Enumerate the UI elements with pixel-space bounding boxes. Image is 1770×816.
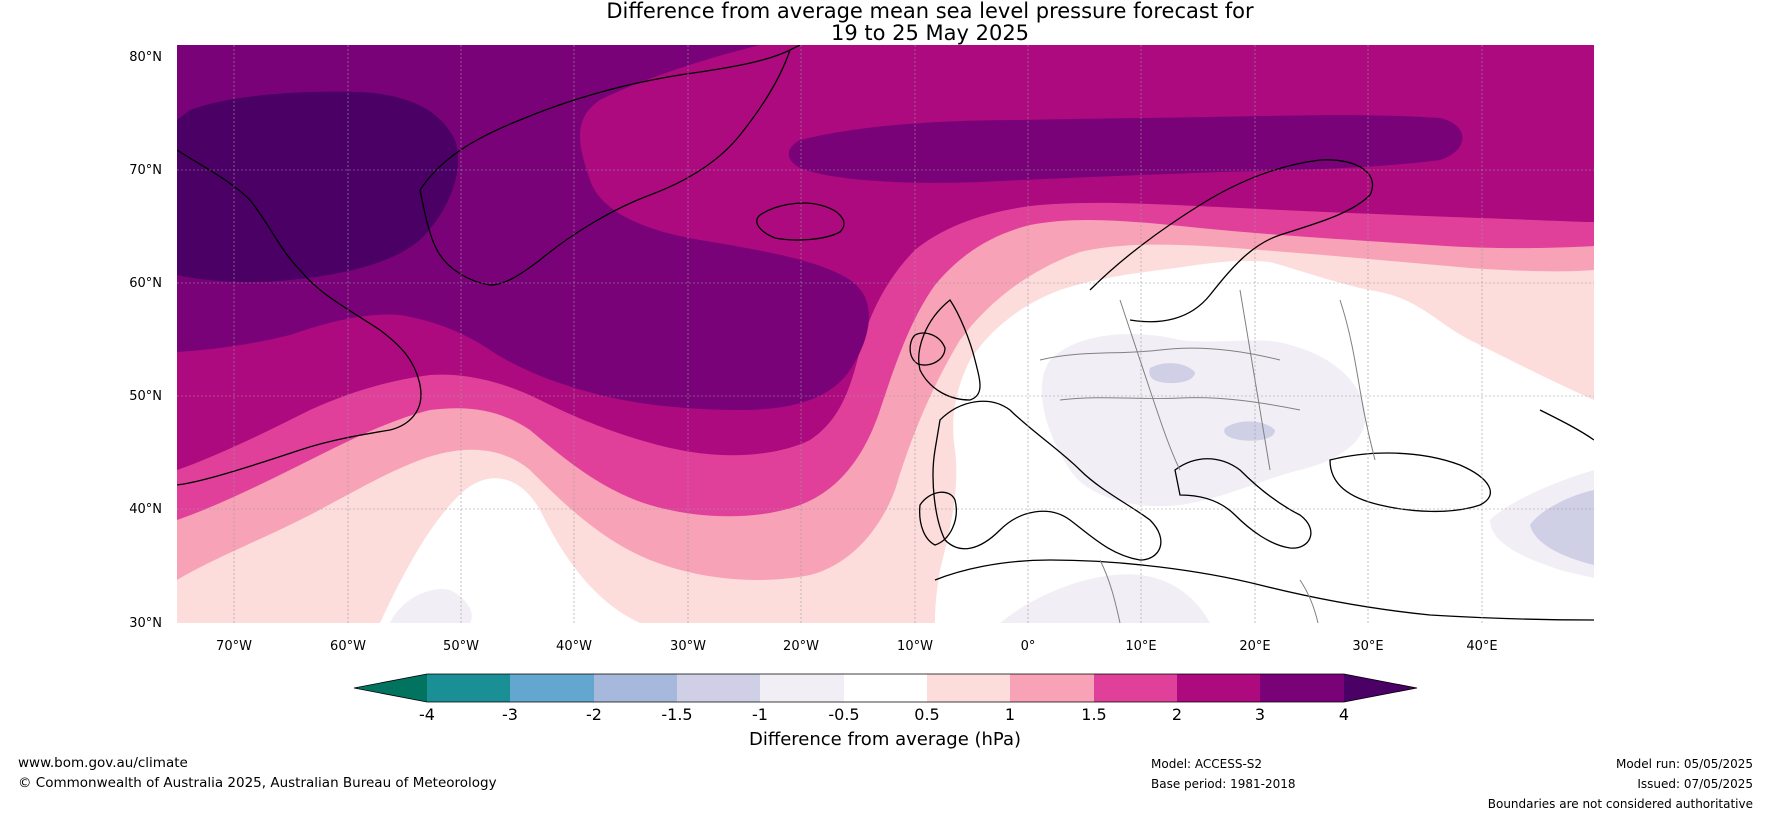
- lon-label-30e: 30°E: [1352, 639, 1383, 654]
- lon-label-10e: 10°E: [1125, 639, 1156, 654]
- colorbar-under-arrow: [354, 674, 427, 702]
- lon-label-0: 0°: [1021, 639, 1036, 654]
- anomaly-fill-neutral-atlantic: [380, 478, 640, 623]
- anomaly-contours: [177, 45, 1594, 623]
- anomaly-fill-minus-half: [1041, 334, 1366, 507]
- lat-label-30n: 30°N: [129, 616, 162, 631]
- colorbar: -4 -3 -2 -1.5 -1 -0.5 0.5 1 1.5 2 3 4 Di…: [353, 673, 1418, 750]
- colorbar-tick-labels: -4 -3 -2 -1.5 -1 -0.5 0.5 1 1.5 2 3 4: [419, 705, 1349, 724]
- colorbar-segment: [427, 674, 511, 702]
- anomaly-fill-over-4: [177, 91, 459, 283]
- colorbar-tick: -1.5: [661, 705, 692, 724]
- graticule: [177, 45, 1594, 623]
- colorbar-segment: [1177, 674, 1261, 702]
- colorbar-segment: [1260, 674, 1344, 702]
- colorbar-tick: 1: [1005, 705, 1015, 724]
- lon-label-50w: 50°W: [443, 639, 479, 654]
- lat-label-80n: 80°N: [129, 50, 162, 65]
- map-title-line-2: 19 to 25 May 2025: [830, 21, 1030, 45]
- model-name: Model: ACCESS-S2: [1151, 757, 1263, 771]
- base-period: Base period: 1981-2018: [1151, 777, 1296, 791]
- anomaly-fill-minus-half-atl: [390, 589, 472, 623]
- longitude-labels: 70°W 60°W 50°W 40°W 30°W 20°W 10°W 0° 10…: [216, 639, 1498, 654]
- lon-label-40w: 40°W: [556, 639, 592, 654]
- colorbar-segment: [1094, 674, 1178, 702]
- anomaly-fill-minus-half-south: [1000, 574, 1210, 623]
- colorbar-tick: 0.5: [914, 705, 939, 724]
- colorbar-segment: [760, 674, 844, 702]
- lat-label-70n: 70°N: [129, 163, 162, 178]
- latitude-labels: 80°N 70°N 60°N 50°N 40°N 30°N: [129, 50, 162, 631]
- lon-label-20e: 20°E: [1239, 639, 1270, 654]
- colorbar-tick: 4: [1339, 705, 1349, 724]
- colorbar-tick: 2: [1172, 705, 1182, 724]
- anomaly-fill-minus-one: [1149, 363, 1195, 384]
- colorbar-segment: [677, 674, 761, 702]
- colorbar-segment: [594, 674, 678, 702]
- lat-label-60n: 60°N: [129, 276, 162, 291]
- lon-label-70w: 70°W: [216, 639, 252, 654]
- country-borders: [1039, 289, 1376, 623]
- colorbar-outline: [353, 673, 1418, 703]
- colorbar-segment: [1010, 674, 1094, 702]
- lat-label-40n: 40°N: [129, 502, 162, 517]
- copyright-text: © Commonwealth of Australia 2025, Austra…: [18, 775, 497, 791]
- colorbar-label: Difference from average (hPa): [749, 729, 1021, 750]
- colorbar-tick: -0.5: [828, 705, 859, 724]
- colorbar-tick: -4: [419, 705, 435, 724]
- lon-label-60w: 60°W: [330, 639, 366, 654]
- map-title-line-1: Difference from average mean sea level p…: [606, 0, 1254, 23]
- lon-label-10w: 10°W: [897, 639, 933, 654]
- colorbar-segment: [927, 674, 1011, 702]
- lon-label-20w: 20°W: [783, 639, 819, 654]
- website-link[interactable]: www.bom.gov.au/climate: [18, 755, 188, 771]
- colorbar-tick: -2: [586, 705, 602, 724]
- coastlines: [177, 45, 1594, 621]
- lon-label-40e: 40°E: [1466, 639, 1497, 654]
- colorbar-tick: 3: [1255, 705, 1265, 724]
- colorbar-tick: -1: [752, 705, 768, 724]
- lat-label-50n: 50°N: [129, 389, 162, 404]
- colorbar-segment: [844, 674, 928, 702]
- boundaries-disclaimer: Boundaries are not considered authoritat…: [1487, 797, 1753, 811]
- lon-label-30w: 30°W: [670, 639, 706, 654]
- colorbar-over-arrow: [1344, 674, 1417, 702]
- colorbar-tick: -3: [502, 705, 518, 724]
- issued-date: Issued: 07/05/2025: [1637, 777, 1753, 791]
- colorbar-tick: 1.5: [1081, 705, 1106, 724]
- model-run-date: Model run: 05/05/2025: [1615, 757, 1753, 771]
- colorbar-segment: [510, 674, 594, 702]
- anomaly-fill-3-4-north: [788, 115, 1463, 183]
